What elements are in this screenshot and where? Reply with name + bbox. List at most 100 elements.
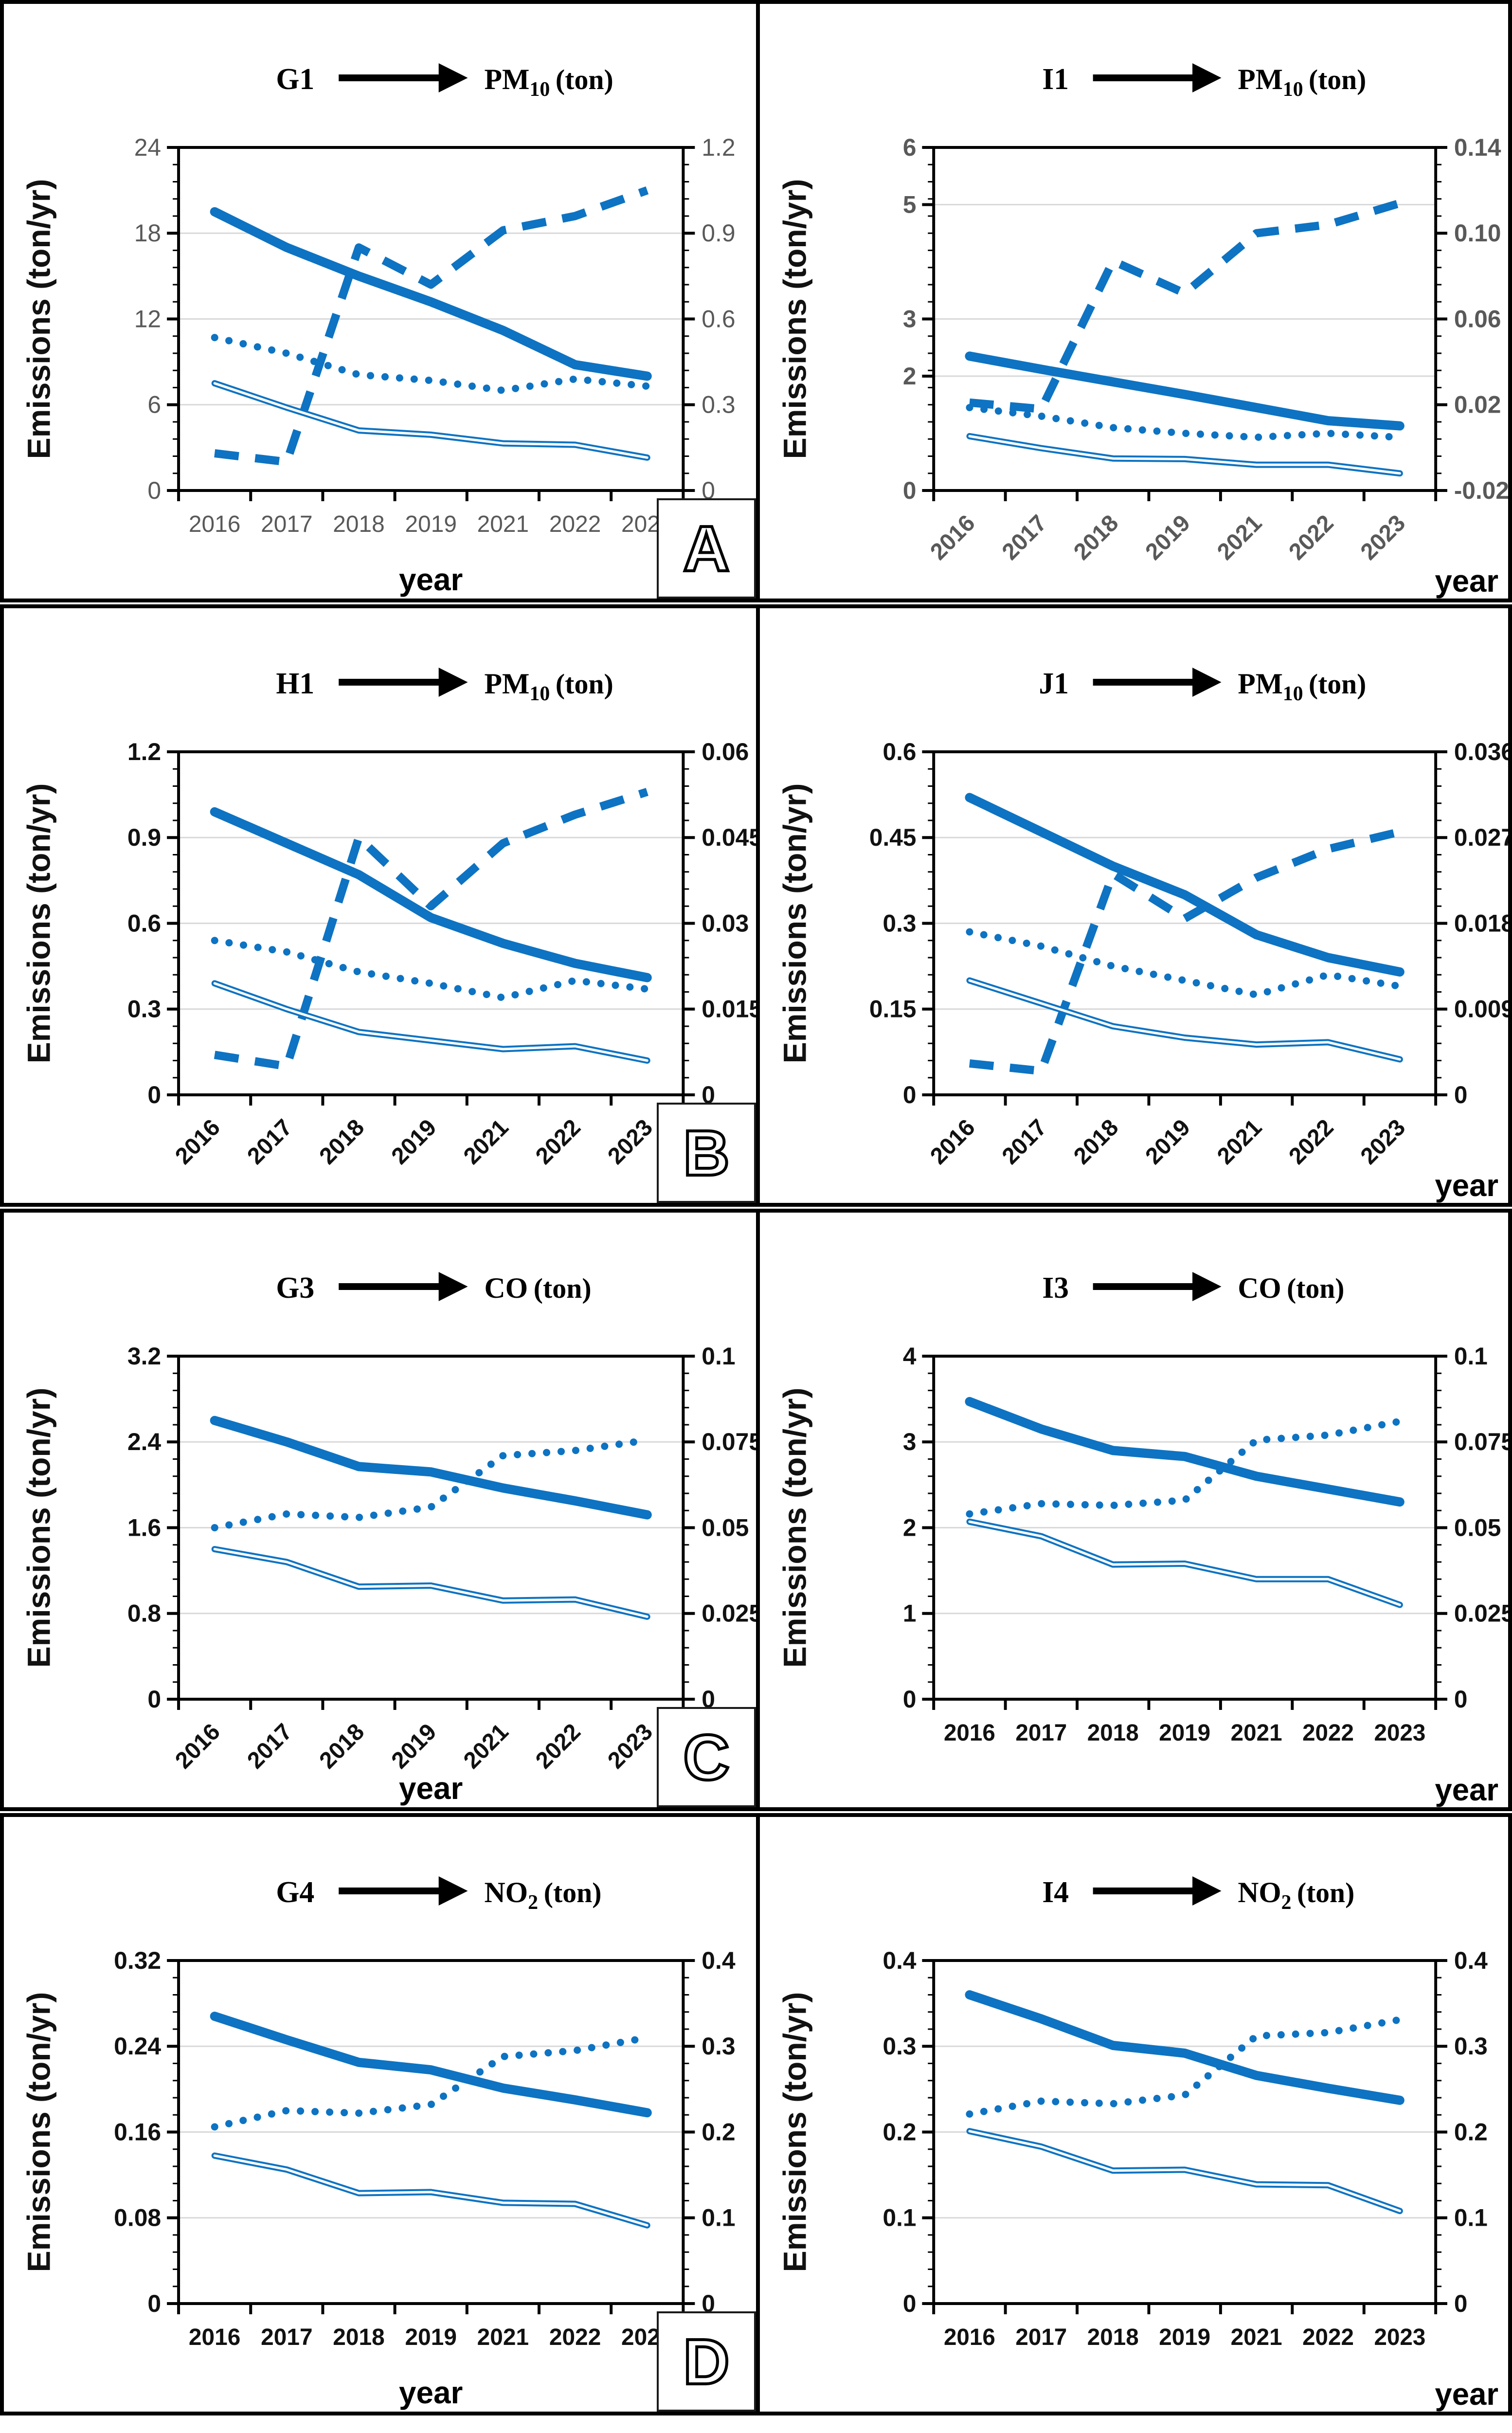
x-axis-tick-label: 2019 (405, 511, 456, 537)
chart-title-pollutant: CO (ton) (484, 1272, 591, 1304)
series-DC-inner (968, 1520, 1401, 1606)
left-axis-tick-label: 1.2 (127, 738, 161, 765)
right-axis-tick-label: 0.4 (702, 1947, 736, 1974)
right-axis-tick-label: 0.075 (702, 1428, 756, 1455)
right-axis-tick-label: 0.3 (702, 391, 735, 418)
x-axis-tick-label: 2022 (1284, 510, 1338, 565)
chart-H1: H1 PM10 (ton)00.30.60.91.200.0150.030.045… (21, 667, 756, 1169)
x-axis-tick-label: 2021 (1231, 1720, 1282, 1746)
right-axis-tick-label: 1.2 (702, 134, 735, 161)
y-axis-label: Emissions (ton/yr) (776, 1992, 812, 2272)
title-arrow-head-icon (1192, 63, 1222, 92)
left-axis-tick-label: 0.6 (127, 909, 161, 937)
left-axis-tick-label: 2 (903, 1514, 917, 1541)
left-axis-tick-label: 1.6 (127, 1514, 161, 1541)
x-axis-tick-label: 2021 (459, 1719, 514, 1774)
series-HC (966, 2016, 1404, 2118)
right-axis-tick-label: 0.015 (702, 996, 756, 1023)
x-axis-tick-label: 2017 (997, 1114, 1052, 1169)
left-axis-tick-label: 0 (147, 1081, 161, 1108)
chart-title-code: J1 (1039, 667, 1069, 700)
series-DC-inner (968, 2130, 1401, 2213)
title-arrow-head-icon (1192, 1876, 1222, 1906)
panel-letter-box-b: B (657, 1103, 756, 1203)
left-axis-tick-label: 4 (903, 1343, 917, 1370)
y-axis-label: Emissions (ton/yr) (21, 1388, 57, 1668)
panel-letter-box-c: C (657, 1707, 756, 1807)
series-DC (211, 2152, 650, 2229)
left-axis-tick-label: 6 (903, 134, 917, 161)
right-axis-tick-label: 0.009 (1454, 996, 1508, 1023)
x-axis-tick-label: 2017 (242, 1719, 297, 1774)
chart-cell-g1: A G1 PM10 (ton) 0 6 12 18 24 0 0.3 0.6 0.9 1.2 2016 2… (4, 4, 756, 599)
x-axis-tick-label: 2016 (189, 2324, 240, 2350)
left-axis-tick-label: 0.3 (883, 2033, 917, 2060)
left-axis-tick-label: 0.3 (127, 996, 161, 1023)
chart-I1: I1 PM10 (ton) 0 2 3 5 6 -0.02 0.02 0.06 0.10 0.14 20… (776, 63, 1508, 599)
left-axis-tick-label: 0 (147, 1686, 161, 1713)
x-axis-tick-label: 2018 (333, 2324, 384, 2350)
panel-letter-box-d: D (657, 2311, 756, 2412)
chart-title-code: G1 (276, 63, 314, 96)
title-arrow-head-icon (438, 1272, 468, 1301)
right-axis-tick-label: 0.2 (1454, 2118, 1488, 2145)
x-axis-tick-label: 2021 (1212, 510, 1267, 565)
chart-title-code: G4 (276, 1876, 314, 1909)
x-axis-tick-label: 2019 (1159, 2324, 1210, 2350)
x-axis-label: year (1435, 2377, 1498, 2412)
left-axis-tick-label: 3 (903, 305, 917, 332)
right-axis-tick-label: 0.036 (1454, 738, 1508, 765)
chart-I3: I3 CO (ton) 0 1 2 3 4 0 0.025 0.05 0.075 0.1 2016 201… (776, 1271, 1508, 1807)
x-axis-tick-label: 2016 (170, 1719, 225, 1774)
right-axis-tick-label: 0.027 (1454, 824, 1508, 851)
left-axis-tick-label: 24 (134, 134, 161, 161)
chart-title-pollutant: NO2 (ton) (484, 1876, 601, 1914)
chart-cell-i1: I1 PM10 (ton) 0 2 3 5 6 -0.02 0.02 0.06 0.10 0.14 20… (756, 4, 1508, 599)
series-DC (966, 977, 1403, 1063)
right-axis-tick-label: 0 (1454, 2290, 1468, 2317)
x-axis-tick-label: 2017 (261, 2324, 312, 2350)
x-axis-tick-label: 2019 (405, 2324, 456, 2350)
x-axis-tick-label: 2016 (170, 1114, 225, 1169)
series-DC-inner (968, 979, 1401, 1061)
x-axis-tick-label: 2022 (1302, 1720, 1354, 1746)
right-axis-tick-label: 0.045 (702, 824, 756, 851)
x-axis-tick-label: 2016 (925, 510, 980, 565)
y-axis-label: Emissions (ton/yr) (21, 179, 57, 459)
chart-title-pollutant: PM10 (ton) (484, 63, 613, 101)
x-axis-label: year (399, 1771, 463, 1806)
chart-cell-j1: J1 PM10 (ton) 0 0.15 0.3 0.45 0.6 0 0.009 0.018 0.… (756, 608, 1508, 1203)
chart-title-code: H1 (276, 667, 314, 700)
right-axis-tick-label: 0.075 (1454, 1428, 1508, 1455)
right-axis-tick-label: 0.018 (1454, 909, 1508, 937)
series-EC (214, 186, 649, 466)
x-axis-tick-label: 2016 (925, 1114, 980, 1169)
x-axis-tick-label: 2018 (1069, 1114, 1123, 1169)
y-axis-label: Emissions (ton/yr) (776, 1388, 812, 1668)
series-HC (966, 404, 1404, 441)
x-axis-tick-label: 2017 (997, 510, 1052, 565)
right-axis-tick-label: 0.05 (1454, 1514, 1501, 1541)
panel-row-d: D G4 NO2 (ton) 0 0.08 0.16 0.24 0.32 0 0.1 0.2 0.3… (0, 1813, 1512, 2415)
chart-I4: I4 NO2 (ton) 0 0.1 0.2 0.3 0.4 0 0.1 0.2 0.3 0.4 201… (776, 1876, 1498, 2412)
left-axis-tick-label: 0.1 (883, 2204, 917, 2232)
y-axis-label: Emissions (ton/yr) (21, 783, 57, 1064)
series-HC (966, 928, 1404, 999)
chart-G3: G3 CO (ton)00.81.62.43.200.0250.050.0750.… (21, 1271, 756, 1806)
series-DC-inner (213, 2154, 648, 2227)
y-axis-label: Emissions (ton/yr) (776, 179, 812, 459)
chart-title-pollutant: NO2 (ton) (1238, 1876, 1354, 1914)
series-GC (210, 807, 652, 982)
x-axis-tick-label: 2021 (477, 511, 529, 537)
x-axis-tick-label: 2017 (1015, 1720, 1067, 1746)
y-axis-label: Emissions (ton/yr) (21, 1992, 57, 2272)
right-axis-tick-label: 0.1 (1454, 2204, 1488, 2232)
series-GC (965, 351, 1404, 431)
x-axis-tick-label: 2017 (242, 1114, 297, 1169)
x-axis-tick-label: 2018 (1069, 510, 1123, 565)
right-axis-tick-label: 0.1 (702, 2204, 735, 2232)
x-axis-tick-label: 2022 (549, 511, 601, 537)
x-axis-tick-label: 2022 (1284, 1114, 1338, 1169)
left-axis-tick-label: 6 (147, 391, 161, 418)
x-axis-tick-label: 2018 (315, 1114, 370, 1169)
